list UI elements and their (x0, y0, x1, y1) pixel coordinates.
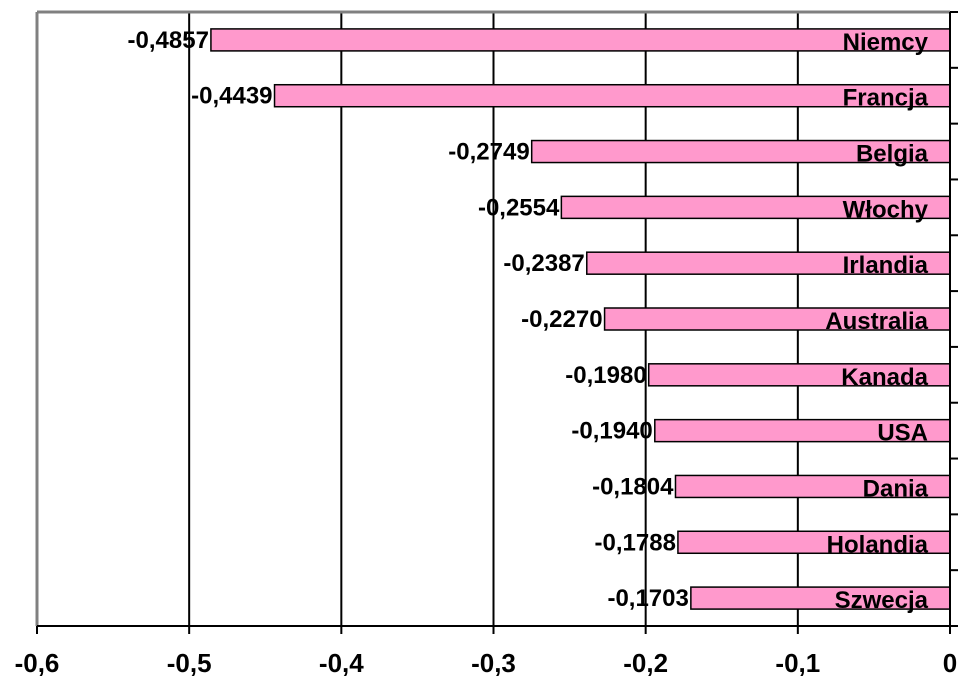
data-label: -0,1788 (595, 529, 676, 556)
x-tick-label: -0,3 (471, 648, 516, 678)
x-tick-label: -0,5 (167, 648, 212, 678)
data-label: -0,4857 (128, 27, 209, 54)
category-label: USA (877, 420, 928, 447)
x-tick-label: 0 (943, 648, 957, 678)
labels: -0,6 -0,5 -0,4 -0,3 -0,2 -0,1 0 -0,4857 Niemcy -0… (15, 27, 958, 678)
category-label: Irlandia (843, 252, 929, 279)
category-label: Francja (843, 85, 929, 112)
bar (210, 28, 951, 52)
category-label: Kanada (841, 364, 928, 391)
data-label: -0,1980 (565, 362, 646, 389)
x-tick-label: -0,2 (623, 648, 668, 678)
x-tick-label: -0,1 (775, 648, 820, 678)
data-label: -0,2749 (448, 139, 529, 166)
bars (210, 28, 951, 610)
data-label: -0,4439 (191, 83, 272, 110)
category-label: Szwecja (835, 587, 929, 614)
data-label: -0,1940 (571, 418, 652, 445)
axes (35, 10, 958, 634)
data-label: -0,1804 (592, 473, 674, 500)
category-label: Belgia (856, 141, 929, 168)
data-label: -0,2387 (503, 250, 584, 277)
category-label: Holandia (827, 531, 929, 558)
category-label: Włochy (843, 196, 929, 223)
data-label: -0,1703 (607, 585, 688, 612)
x-tick-label: -0,4 (319, 648, 364, 678)
category-label: Dania (863, 475, 929, 502)
category-label: Australia (825, 308, 928, 335)
category-label: Niemcy (843, 29, 929, 56)
x-tick-label: -0,6 (15, 648, 60, 678)
data-label: -0,2270 (521, 306, 602, 333)
data-label: -0,2554 (478, 194, 560, 221)
